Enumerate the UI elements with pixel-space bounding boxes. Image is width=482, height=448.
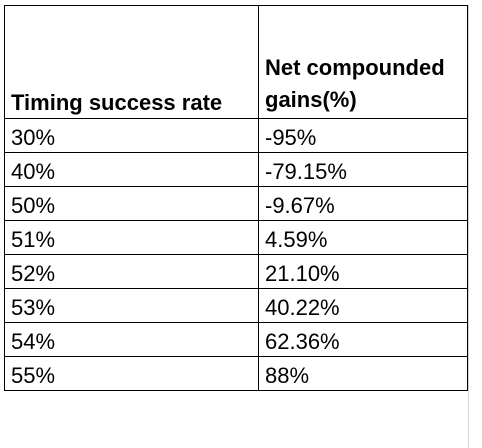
table-row: 30% -95% bbox=[4, 118, 468, 153]
cell-net-compounded-gains[interactable]: -9.67% bbox=[258, 186, 468, 221]
cell-timing-success-rate[interactable]: 54% bbox=[4, 322, 259, 357]
header-row: Timing success rate Net compounded gains… bbox=[4, 5, 468, 119]
cell-timing-success-rate[interactable]: 50% bbox=[4, 186, 259, 221]
table-row: 50% -9.67% bbox=[4, 186, 468, 221]
cell-timing-success-rate[interactable]: 51% bbox=[4, 220, 259, 255]
cell-net-compounded-gains[interactable]: 21.10% bbox=[258, 254, 468, 289]
cell-gridline bbox=[468, 5, 469, 448]
cell-net-compounded-gains[interactable]: -95% bbox=[258, 118, 468, 153]
table-row: 54% 62.36% bbox=[4, 322, 468, 357]
cell-timing-success-rate[interactable]: 53% bbox=[4, 288, 259, 323]
table-row: 51% 4.59% bbox=[4, 220, 468, 255]
cell-net-compounded-gains[interactable]: 40.22% bbox=[258, 288, 468, 323]
cell-net-compounded-gains[interactable]: -79.15% bbox=[258, 152, 468, 187]
table-row: 52% 21.10% bbox=[4, 254, 468, 289]
cell-timing-success-rate[interactable]: 55% bbox=[4, 356, 259, 391]
cell-net-compounded-gains[interactable]: 4.59% bbox=[258, 220, 468, 255]
table-row: 53% 40.22% bbox=[4, 288, 468, 323]
table-row: 55% 88% bbox=[4, 356, 468, 391]
cell-timing-success-rate[interactable]: 52% bbox=[4, 254, 259, 289]
table-row: 40% -79.15% bbox=[4, 152, 468, 187]
cell-net-compounded-gains[interactable]: 62.36% bbox=[258, 322, 468, 357]
header-cell-timing-success-rate[interactable]: Timing success rate bbox=[4, 5, 259, 119]
cell-timing-success-rate[interactable]: 30% bbox=[4, 118, 259, 153]
cell-timing-success-rate[interactable]: 40% bbox=[4, 152, 259, 187]
header-cell-net-compounded-gains[interactable]: Net compounded gains(%) bbox=[258, 5, 468, 119]
cell-net-compounded-gains[interactable]: 88% bbox=[258, 356, 468, 391]
data-table: Timing success rate Net compounded gains… bbox=[4, 5, 468, 391]
